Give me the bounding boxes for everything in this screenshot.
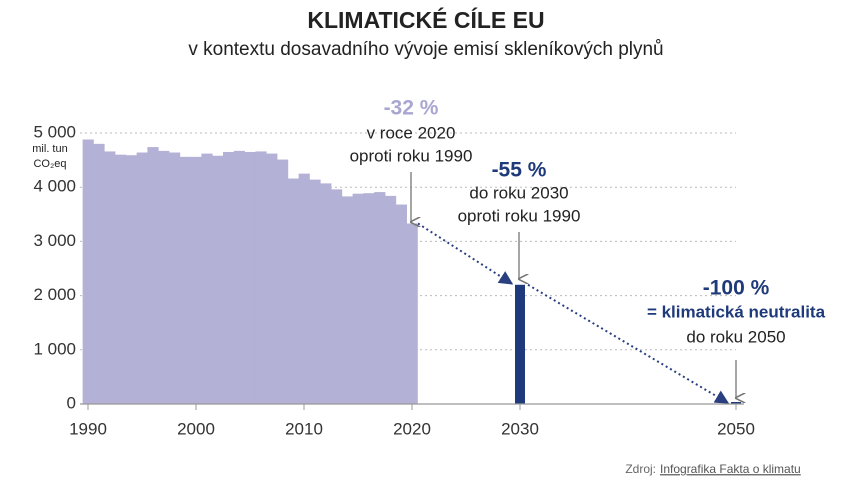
bar <box>331 189 343 404</box>
annotation-text: do roku 2030 <box>469 183 568 202</box>
bar <box>374 192 386 404</box>
x-tick-label: 2020 <box>393 419 431 438</box>
y-tick-label: 1 000 <box>33 339 76 358</box>
annotation: -32 % v roce 2020 oproti roku 1990 <box>350 97 473 222</box>
x-tick-label: 2030 <box>501 419 539 438</box>
bar <box>406 223 418 404</box>
bar <box>244 151 256 404</box>
chart-title: KLIMATICKÉ CÍLE EU <box>307 6 544 33</box>
bar <box>223 151 235 404</box>
plot: 0 1 000 2 000 3 000 4 000 5 000 1990 2000 2010 20… <box>33 122 754 438</box>
bar <box>125 155 137 404</box>
bar <box>104 151 116 404</box>
annotation-value: -32 % <box>384 97 439 120</box>
annotation-text: oproti roku 1990 <box>458 206 581 225</box>
source-link[interactable]: Infografika Fakta o klimatu <box>660 462 801 476</box>
y-tick-label: 5 000 <box>33 122 76 141</box>
annotation-text: oproti roku 1990 <box>350 146 473 165</box>
trend-arrow <box>417 222 514 285</box>
y-tick-label: 4 000 <box>33 177 76 196</box>
x-tick-label: 2050 <box>717 419 755 438</box>
bar <box>341 196 353 404</box>
source-label: Zdroj: <box>625 462 656 476</box>
bar <box>136 152 148 404</box>
chart-subtitle: v kontextu dosavadního vývoje emisí skle… <box>188 39 663 60</box>
target-bar <box>515 284 525 404</box>
bar <box>190 156 202 404</box>
annotation-text: v roce 2020 <box>367 123 456 142</box>
bar <box>266 153 278 404</box>
bar <box>298 173 310 404</box>
y-unit: CO₂eq <box>33 158 66 170</box>
annotation: -100 % = klimatická neutralita do roku 2… <box>647 277 826 398</box>
bar <box>352 193 364 404</box>
bar <box>179 156 191 404</box>
bar <box>363 193 375 404</box>
x-tick-label: 2000 <box>177 419 215 438</box>
annotation: -55 % do roku 2030 oproti roku 1990 <box>458 159 581 279</box>
bar <box>309 179 321 404</box>
bar <box>201 153 213 404</box>
bar <box>158 150 170 404</box>
bar <box>320 183 332 404</box>
bar <box>277 159 289 404</box>
annotation-value: -100 % <box>703 277 770 300</box>
y-tick-label: 0 <box>67 393 76 412</box>
bar <box>169 152 181 404</box>
trend-arrow <box>527 283 730 404</box>
x-tick-label: 1990 <box>69 419 107 438</box>
bar <box>212 155 224 404</box>
y-unit: mil. tun <box>32 143 67 155</box>
bar <box>115 154 127 404</box>
annotation-text: do roku 2050 <box>686 327 785 346</box>
bar <box>395 204 407 404</box>
bar <box>287 178 299 404</box>
bar <box>255 151 267 404</box>
bar <box>385 195 397 404</box>
bar <box>147 147 159 405</box>
x-tick-label: 2010 <box>285 419 323 438</box>
bar <box>93 143 105 404</box>
bar <box>233 150 245 404</box>
y-tick-label: 3 000 <box>33 231 76 250</box>
y-tick-label: 2 000 <box>33 285 76 304</box>
annotation-text: = klimatická neutralita <box>647 302 826 321</box>
bar <box>82 139 94 404</box>
annotation-value: -55 % <box>492 159 547 182</box>
